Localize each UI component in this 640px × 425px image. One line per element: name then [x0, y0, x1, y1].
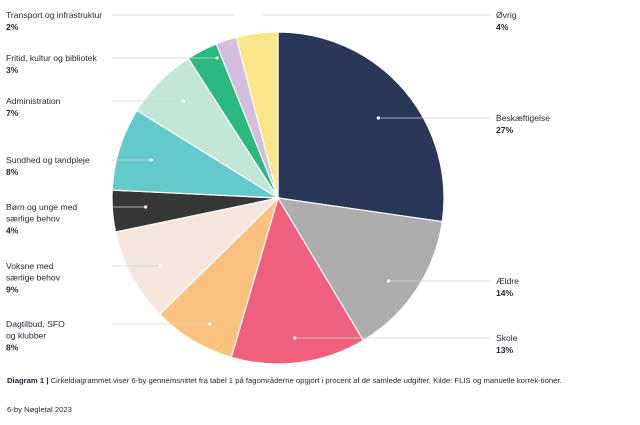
- slice-oevrig: [235, 31, 279, 199]
- slice-skole: [230, 196, 365, 365]
- dot-fritid-kultur-og-bibliotek: [215, 56, 219, 60]
- label-administration: Administration: [6, 96, 61, 106]
- value-boern-og-unge-med-saerlige-behov: 4%: [6, 226, 19, 236]
- value-dagtilbud-sfo-og-klubber: 8%: [6, 343, 19, 353]
- dot-sundhed-og-tandpleje: [149, 158, 153, 162]
- pie-slices: [111, 31, 445, 365]
- figure-caption: Diagram 1 | Cirkeldiagrammet viser 6-by …: [7, 375, 607, 388]
- leader-lines: [112, 13, 490, 340]
- value-aeldre: 14%: [496, 288, 514, 298]
- value-transport-og-infrastruktur: 2%: [6, 22, 19, 32]
- figure-source: 6-by Nøgletal 2023: [7, 405, 72, 414]
- value-voksne-med-saerlige-behov: 9%: [6, 285, 19, 295]
- dot-voksne-med-saerlige-behov: [159, 264, 163, 268]
- label-skole: Skole: [496, 333, 518, 343]
- label-transport-og-infrastruktur: Transport og infrastruktur: [6, 10, 102, 20]
- label-voksne-med-saerlige-behov-line-2: særlige behov: [6, 273, 61, 283]
- value-beskaeftigelse: 27%: [496, 125, 514, 135]
- slice-beskaeftigelse: [277, 31, 445, 223]
- caption-prefix: Diagram 1: [7, 376, 45, 385]
- slice-aeldre: [276, 197, 443, 342]
- dot-dagtilbud-sfo-og-klubber: [208, 322, 212, 326]
- dot-administration: [181, 99, 185, 103]
- value-skole: 13%: [496, 345, 514, 355]
- dot-beskaeftigelse: [376, 116, 380, 120]
- label-oevrig: Øvrig: [496, 10, 517, 20]
- dot-oevrig: [259, 13, 263, 17]
- value-administration: 7%: [6, 108, 19, 118]
- label-sundhed-og-tandpleje: Sundhed og tandpleje: [6, 155, 90, 165]
- value-oevrig: 4%: [496, 22, 509, 32]
- label-dagtilbud-sfo-og-klubber-line-2: og klubber: [6, 331, 46, 341]
- label-voksne-med-saerlige-behov-line-1: Voksne med: [6, 261, 54, 271]
- dot-transport-og-infrastruktur: [234, 13, 239, 17]
- dot-boern-og-unge-med-saerlige-behov: [144, 205, 148, 209]
- value-sundhed-og-tandpleje: 8%: [6, 167, 19, 177]
- pie-chart: Beskæftigelse 27% Ældre 14% Skole 13% Dagtilbu…: [6, 10, 550, 365]
- slice-labels: Beskæftigelse 27% Ældre 14% Skole 13% Dagtilbu…: [6, 10, 550, 355]
- value-fritid-kultur-og-bibliotek: 3%: [6, 65, 19, 75]
- label-dagtilbud-sfo-og-klubber-line-1: Dagtilbud, SFO: [6, 319, 65, 329]
- slice-voksne-med-saerlige-behov: [114, 196, 280, 316]
- caption-separator: |: [44, 376, 51, 385]
- label-fritid-kultur-og-bibliotek: Fritid, kultur og bibliotek: [6, 53, 97, 63]
- label-aeldre: Ældre: [496, 276, 519, 286]
- dot-aeldre: [386, 279, 391, 283]
- label-beskaeftigelse: Beskæftigelse: [496, 113, 550, 123]
- label-boern-og-unge-med-saerlige-behov-line-2: særlige behov: [6, 214, 61, 224]
- dot-skole: [293, 336, 297, 340]
- label-boern-og-unge-med-saerlige-behov-line-1: Børn og unge med: [6, 202, 77, 212]
- caption-text: Cirkeldiagrammet viser 6-by gennemsnitte…: [50, 376, 562, 385]
